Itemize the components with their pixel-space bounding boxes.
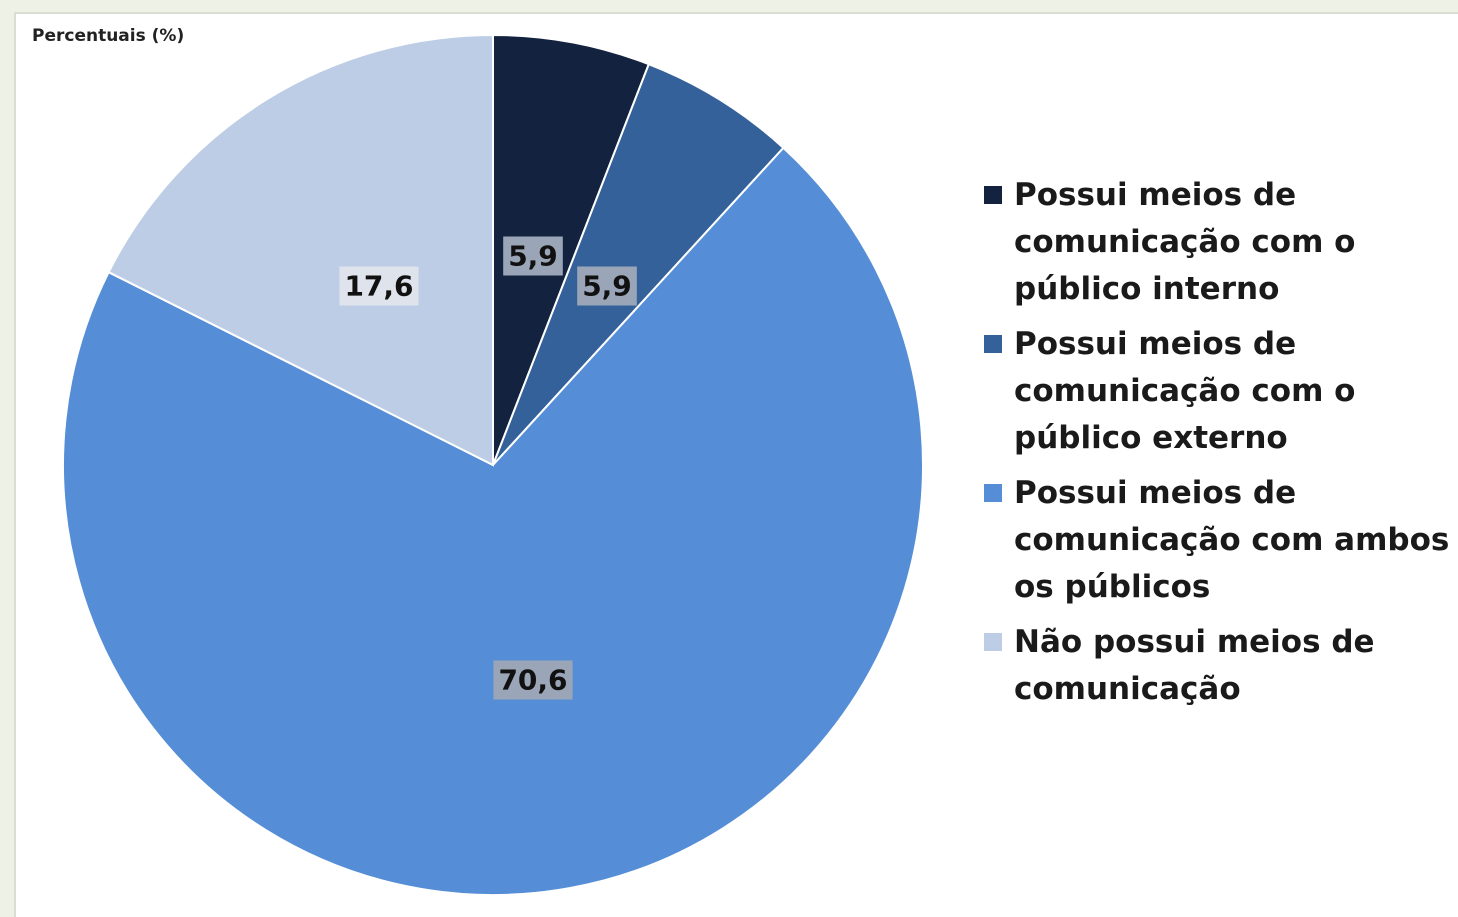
- data-label-text-nao-possui: 17,6: [344, 270, 413, 303]
- legend-item-interno: Possui meios de comunicação com o públic…: [984, 172, 1458, 313]
- pie-slice-interno: [492, 33, 651, 466]
- legend-item-ambos: Possui meios de comunicação com ambos os…: [984, 470, 1458, 611]
- legend-swatch-nao-possui: [984, 633, 1002, 651]
- chart-legend: Possui meios de comunicação com o públic…: [984, 172, 1458, 721]
- pie-slice-externo: [492, 62, 785, 466]
- pie-slice-nao-possui: [107, 33, 494, 467]
- legend-item-externo: Possui meios de comunicação com o públic…: [984, 321, 1458, 462]
- data-label-box-interno: [503, 236, 563, 276]
- data-label-ambos: 70,6: [493, 660, 573, 700]
- data-label-box-nao-possui: [339, 266, 419, 306]
- legend-label-nao-possui: Não possui meios de comunicação: [1014, 624, 1375, 707]
- legend-swatch-interno: [984, 186, 1002, 204]
- unit-label: Percentuais (%): [32, 26, 185, 46]
- legend-item-nao-possui: Não possui meios de comunicação: [984, 619, 1458, 713]
- data-label-box-ambos: [493, 660, 573, 700]
- data-label-interno: 5,9: [503, 236, 563, 276]
- data-label-box-externo: [577, 266, 637, 306]
- data-label-externo: 5,9: [577, 266, 637, 306]
- data-label-text-interno: 5,9: [508, 240, 558, 273]
- legend-swatch-externo: [984, 335, 1002, 353]
- legend-label-ambos: Possui meios de comunicação com ambos os…: [1014, 475, 1450, 605]
- data-label-text-ambos: 70,6: [498, 664, 567, 697]
- legend-label-externo: Possui meios de comunicação com o públic…: [1014, 326, 1356, 456]
- data-label-text-externo: 5,9: [582, 270, 632, 303]
- data-label-nao-possui: 17,6: [339, 266, 419, 306]
- legend-swatch-ambos: [984, 484, 1002, 502]
- legend-label-interno: Possui meios de comunicação com o públic…: [1014, 177, 1356, 307]
- pie-slice-ambos: [62, 146, 924, 896]
